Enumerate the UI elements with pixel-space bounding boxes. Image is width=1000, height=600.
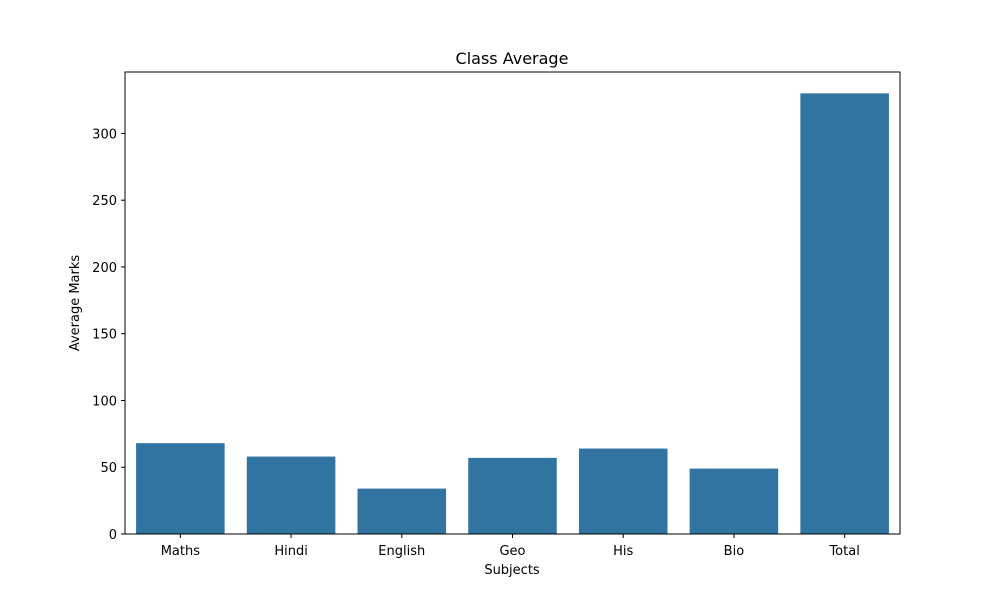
y-tick-label: 150 <box>92 328 117 343</box>
x-tick-label: Bio <box>724 544 745 559</box>
x-axis-label: Subjects <box>484 563 540 578</box>
bar-bio <box>689 468 779 534</box>
bar-english <box>357 488 447 534</box>
x-tick-label: English <box>378 544 425 559</box>
x-tick-label: Maths <box>161 544 201 559</box>
y-tick-label: 250 <box>92 194 117 209</box>
bar-maths <box>136 443 225 534</box>
bar-his <box>578 448 668 534</box>
chart-title: Class Average <box>456 49 569 68</box>
y-tick-label: 0 <box>109 528 117 543</box>
bars-group <box>136 93 889 535</box>
y-tick-label: 50 <box>100 461 117 476</box>
x-tick-label: Total <box>828 544 859 559</box>
x-tick-label: Hindi <box>274 544 308 559</box>
y-axis-label: Average Marks <box>68 255 83 352</box>
plot-frame <box>124 71 901 535</box>
y-axis-ticks: 0 50 100 150 200 250 300 <box>92 127 125 543</box>
x-tick-label: Geo <box>499 544 525 559</box>
bar-hindi <box>246 456 336 534</box>
x-axis-ticks: Maths Hindi English Geo His Bio Total <box>161 534 860 559</box>
y-tick-label: 100 <box>92 394 117 409</box>
bar-geo <box>468 457 557 534</box>
bar-total <box>800 93 889 535</box>
y-tick-label: 200 <box>92 261 117 276</box>
x-tick-label: His <box>613 544 633 559</box>
y-tick-label: 300 <box>92 127 117 142</box>
